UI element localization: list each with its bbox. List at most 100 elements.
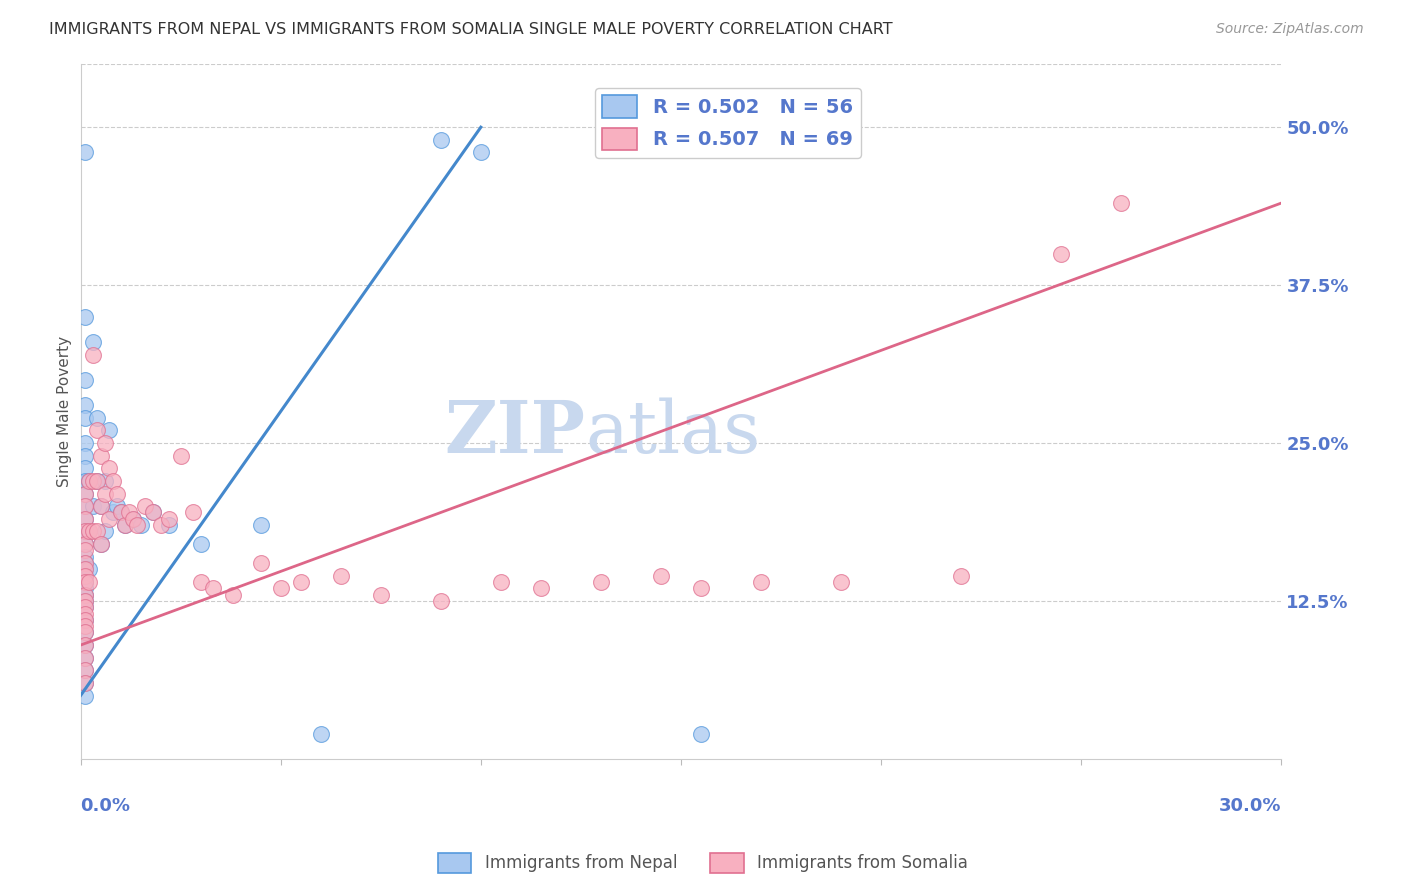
- Point: [530, 581, 553, 595]
- Point: [77, 562, 100, 576]
- Point: [221, 588, 243, 602]
- Point: [77, 524, 100, 539]
- Point: [270, 581, 292, 595]
- Text: 30.0%: 30.0%: [1219, 797, 1281, 815]
- Text: IMMIGRANTS FROM NEPAL VS IMMIGRANTS FROM SOMALIA SINGLE MALE POVERTY CORRELATION: IMMIGRANTS FROM NEPAL VS IMMIGRANTS FROM…: [49, 22, 893, 37]
- Point: [73, 524, 96, 539]
- Text: ZIP: ZIP: [444, 397, 585, 467]
- Point: [77, 574, 100, 589]
- Point: [73, 588, 96, 602]
- Point: [86, 423, 108, 437]
- Point: [73, 664, 96, 678]
- Point: [73, 581, 96, 595]
- Point: [1111, 196, 1133, 211]
- Point: [470, 145, 492, 160]
- Legend: R = 0.502   N = 56, R = 0.507   N = 69: R = 0.502 N = 56, R = 0.507 N = 69: [595, 87, 860, 158]
- Point: [73, 600, 96, 615]
- Point: [82, 524, 104, 539]
- Point: [73, 568, 96, 582]
- Point: [93, 436, 115, 450]
- Point: [290, 574, 312, 589]
- Point: [430, 594, 453, 608]
- Point: [105, 499, 128, 513]
- Legend: Immigrants from Nepal, Immigrants from Somalia: Immigrants from Nepal, Immigrants from S…: [432, 847, 974, 880]
- Point: [73, 594, 96, 608]
- Point: [73, 398, 96, 412]
- Point: [77, 474, 100, 488]
- Point: [73, 594, 96, 608]
- Point: [97, 512, 120, 526]
- Point: [73, 613, 96, 627]
- Point: [90, 537, 112, 551]
- Point: [73, 613, 96, 627]
- Point: [93, 486, 115, 500]
- Point: [73, 537, 96, 551]
- Point: [73, 625, 96, 640]
- Point: [134, 499, 156, 513]
- Point: [73, 310, 96, 324]
- Point: [249, 518, 271, 533]
- Point: [73, 436, 96, 450]
- Point: [73, 449, 96, 463]
- Point: [650, 568, 672, 582]
- Point: [101, 474, 124, 488]
- Point: [690, 726, 713, 740]
- Point: [950, 568, 973, 582]
- Point: [73, 512, 96, 526]
- Point: [370, 588, 392, 602]
- Point: [73, 512, 96, 526]
- Point: [73, 568, 96, 582]
- Text: 0.0%: 0.0%: [80, 797, 131, 815]
- Point: [249, 556, 271, 570]
- Point: [149, 518, 172, 533]
- Point: [129, 518, 152, 533]
- Point: [73, 588, 96, 602]
- Point: [73, 524, 96, 539]
- Point: [73, 676, 96, 690]
- Point: [73, 600, 96, 615]
- Point: [77, 474, 100, 488]
- Point: [105, 486, 128, 500]
- Point: [73, 474, 96, 488]
- Point: [157, 518, 180, 533]
- Point: [86, 474, 108, 488]
- Point: [690, 581, 713, 595]
- Point: [73, 556, 96, 570]
- Point: [97, 423, 120, 437]
- Point: [830, 574, 852, 589]
- Point: [142, 506, 165, 520]
- Point: [190, 537, 212, 551]
- Point: [73, 499, 96, 513]
- Point: [1050, 246, 1073, 260]
- Point: [110, 506, 132, 520]
- Point: [201, 581, 224, 595]
- Point: [73, 562, 96, 576]
- Point: [90, 449, 112, 463]
- Point: [110, 506, 132, 520]
- Point: [114, 518, 136, 533]
- Point: [73, 574, 96, 589]
- Point: [73, 537, 96, 551]
- Point: [329, 568, 352, 582]
- Point: [309, 726, 332, 740]
- Point: [93, 524, 115, 539]
- Point: [73, 664, 96, 678]
- Point: [73, 486, 96, 500]
- Point: [73, 373, 96, 387]
- Point: [73, 607, 96, 621]
- Point: [749, 574, 772, 589]
- Point: [86, 524, 108, 539]
- Point: [86, 410, 108, 425]
- Point: [73, 676, 96, 690]
- Point: [157, 512, 180, 526]
- Point: [73, 689, 96, 703]
- Text: atlas: atlas: [585, 397, 761, 467]
- Point: [169, 449, 191, 463]
- Point: [82, 334, 104, 349]
- Point: [190, 574, 212, 589]
- Point: [73, 619, 96, 633]
- Point: [90, 499, 112, 513]
- Point: [82, 474, 104, 488]
- Point: [73, 638, 96, 652]
- Point: [73, 556, 96, 570]
